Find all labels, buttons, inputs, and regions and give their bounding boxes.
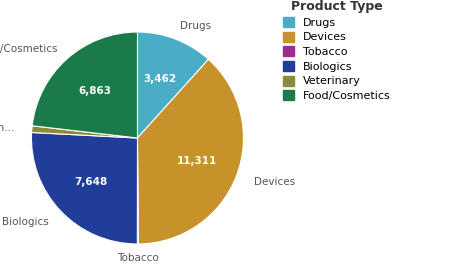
Text: Veterin...: Veterin... <box>0 123 15 133</box>
Text: 6,863: 6,863 <box>79 86 112 95</box>
Text: Food/Cosmetics: Food/Cosmetics <box>0 44 58 54</box>
Legend: Drugs, Devices, Tobacco, Biologics, Veterinary, Food/Cosmetics: Drugs, Devices, Tobacco, Biologics, Vete… <box>281 0 393 103</box>
Text: Biologics: Biologics <box>2 217 49 227</box>
Wedge shape <box>137 59 244 244</box>
Text: 11,311: 11,311 <box>177 156 217 166</box>
Text: Tobacco: Tobacco <box>117 253 159 263</box>
Text: 3,462: 3,462 <box>144 74 177 84</box>
Text: 7,648: 7,648 <box>75 177 108 187</box>
Wedge shape <box>137 138 138 244</box>
Wedge shape <box>137 32 209 138</box>
Wedge shape <box>31 132 137 244</box>
Wedge shape <box>32 32 137 138</box>
Wedge shape <box>32 126 137 138</box>
Text: Devices: Devices <box>255 177 295 187</box>
Text: Drugs: Drugs <box>181 21 211 31</box>
